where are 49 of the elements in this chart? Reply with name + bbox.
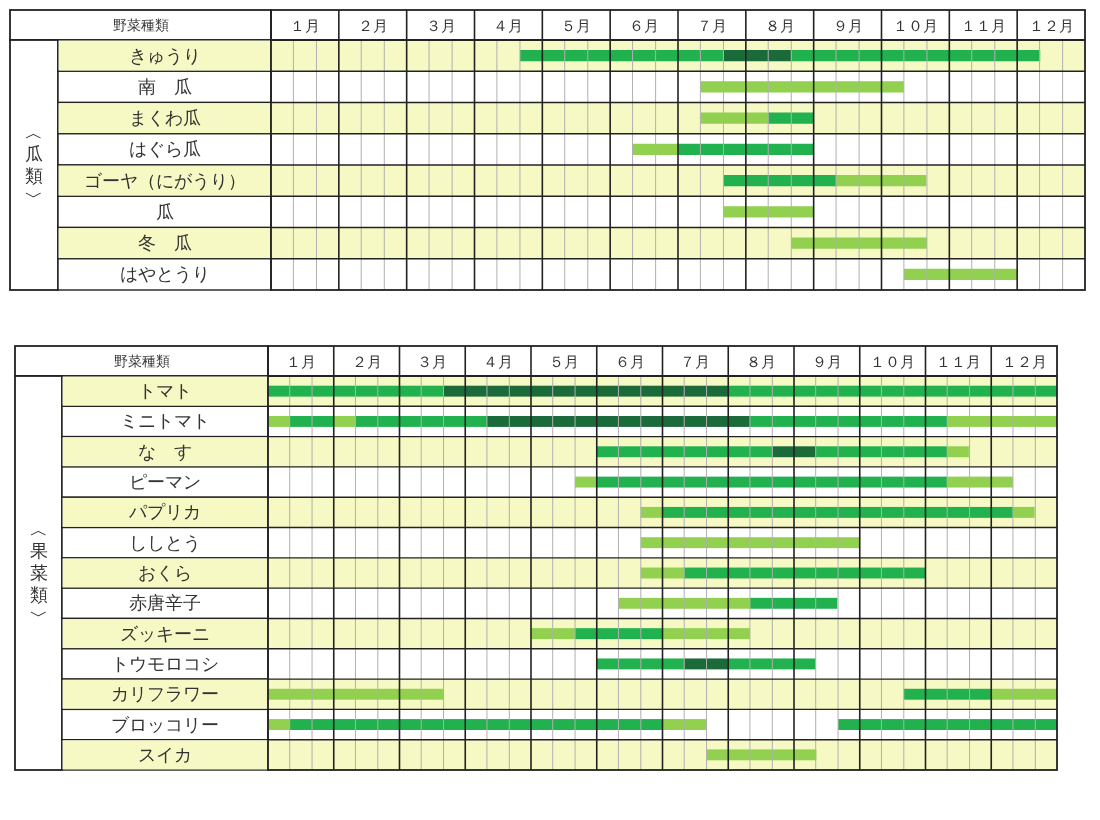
category-label: はやとうり xyxy=(119,264,210,285)
x-tick-label: ４月 xyxy=(493,16,524,34)
x-tick-label: ９月 xyxy=(811,352,842,370)
x-tick-label: １０月 xyxy=(892,16,938,34)
category-label: 冬 瓜 xyxy=(137,233,192,254)
x-tick-label: １月 xyxy=(289,16,320,34)
x-tick-label: ８月 xyxy=(764,16,795,34)
x-tick-label: １１月 xyxy=(935,352,981,370)
category-label: 赤唐辛子 xyxy=(129,593,201,614)
category-label: トマト xyxy=(138,381,192,402)
category-label: ししとう xyxy=(129,532,201,553)
x-tick-label: ２月 xyxy=(357,16,388,34)
category-label: おくら xyxy=(138,563,192,583)
annotation: ︿果菜類﹀ xyxy=(29,519,48,627)
category-label: な す xyxy=(138,441,192,462)
category-label: トウモロコシ xyxy=(111,653,219,674)
x-tick-label: ３月 xyxy=(417,352,448,370)
x-tick-label: １１月 xyxy=(960,16,1006,34)
category-label: まくわ瓜 xyxy=(128,108,201,129)
category-label: きゅうり xyxy=(128,45,201,66)
x-tick-label: ２月 xyxy=(351,352,382,370)
category-label: はぐら瓜 xyxy=(128,139,201,160)
x-tick-label: ５月 xyxy=(561,16,592,34)
annotation: ︿瓜類﹀ xyxy=(25,122,43,208)
category-label: ピーマン xyxy=(129,472,201,493)
x-tick-label: ７月 xyxy=(696,16,727,34)
category-label: ブロッコリー xyxy=(111,714,219,735)
x-tick-label: １２月 xyxy=(1028,16,1074,34)
category-label: 南 瓜 xyxy=(137,76,192,97)
category-label: カリフラワー xyxy=(111,684,219,705)
x-tick-label: １２月 xyxy=(1001,352,1047,370)
ylabel: 野菜種類 xyxy=(113,353,170,369)
ylabel: 野菜種類 xyxy=(112,17,169,33)
category-label: ミニトマト xyxy=(120,411,210,432)
category-label: ズッキーニ xyxy=(120,623,210,644)
x-tick-label: ９月 xyxy=(832,16,863,34)
category-label: ゴーヤ（にがうり） xyxy=(83,170,246,191)
category-label: パプリカ xyxy=(129,502,201,523)
x-tick-label: ４月 xyxy=(483,352,514,370)
x-tick-label: ８月 xyxy=(746,352,777,370)
x-tick-label: ３月 xyxy=(425,16,456,34)
x-tick-label: ６月 xyxy=(629,16,660,34)
category-label: スイカ xyxy=(138,744,192,765)
x-tick-label: ６月 xyxy=(614,352,645,370)
x-tick-label: １月 xyxy=(285,352,316,370)
x-tick-label: ５月 xyxy=(548,352,579,370)
x-tick-label: ７月 xyxy=(680,352,711,370)
x-tick-label: １０月 xyxy=(870,352,916,370)
category-label: 瓜 xyxy=(155,201,174,222)
